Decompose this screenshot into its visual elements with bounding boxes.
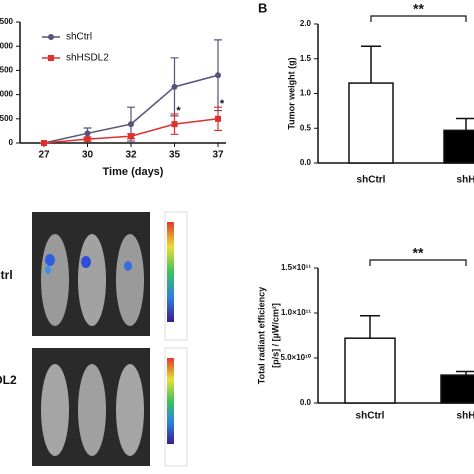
y-axis-label: Total radiant efficiency: [256, 287, 266, 384]
y-tick-label: 1.0: [300, 89, 312, 98]
image-label: Ctrl: [0, 268, 13, 282]
legend-label: shCtrl: [66, 32, 92, 43]
x-tick-label: shH: [457, 411, 474, 422]
y-tick-label: 1500: [0, 66, 14, 75]
point: [41, 140, 47, 146]
y-tick-label: 0.0: [300, 158, 312, 167]
point: [171, 83, 178, 90]
x-tick-label: 30: [82, 150, 94, 161]
y-axis-label: Tumor weight (g): [286, 57, 296, 129]
x-tick-label: 37: [212, 150, 224, 161]
significance-label: **: [413, 1, 424, 17]
y-tick-label: 2500: [0, 17, 14, 26]
significance-bracket: [369, 259, 467, 266]
point: [84, 136, 91, 143]
bar: [344, 337, 396, 404]
image-label: DL2: [0, 373, 17, 387]
y-tick-label: 5.0×10¹⁰: [280, 353, 311, 362]
bar: [443, 129, 474, 164]
significance-label: **: [413, 245, 424, 261]
legend-marker: [48, 55, 54, 61]
point: [171, 121, 178, 128]
x-tick-label: shCtrl: [357, 175, 386, 186]
y-tick-label: 1.5×10¹¹: [281, 263, 311, 272]
point: [128, 133, 134, 140]
point: [215, 115, 221, 122]
point: [215, 72, 221, 79]
legend-marker: [48, 34, 54, 40]
x-tick-label: 27: [38, 150, 50, 161]
bar: [348, 82, 394, 164]
y-tick-label: 0: [9, 138, 14, 147]
error-bar: [361, 45, 381, 84]
x-tick-label: 32: [125, 150, 137, 161]
y-tick-label: 1000: [0, 90, 14, 99]
bar: [440, 374, 474, 404]
y-tick-label: 1.0×10¹¹: [281, 308, 311, 317]
mouse-image: [32, 347, 188, 467]
y-tick-label: 1.5: [300, 54, 312, 63]
error-bar: [360, 314, 380, 339]
annotation: *: [176, 105, 181, 117]
x-axis-label: Time (days): [103, 166, 164, 178]
y-tick-label: 500: [0, 114, 14, 123]
y-tick-label: 0.5: [300, 123, 312, 132]
y-axis-label: [p/s] / [µW/cm²]: [270, 303, 280, 368]
x-tick-label: shH: [457, 175, 474, 186]
legend-label: shHSDL2: [66, 53, 109, 64]
point: [84, 130, 91, 137]
x-tick-label: 35: [169, 150, 181, 161]
y-tick-label: 2.0: [300, 19, 312, 28]
error-bar: [456, 117, 474, 131]
significance-bracket: [370, 15, 467, 22]
annotation: *: [220, 98, 225, 110]
y-tick-label: 2000: [0, 41, 14, 50]
panel-label: B: [258, 0, 267, 15]
x-tick-label: shCtrl: [356, 411, 385, 422]
mouse-image: [32, 211, 188, 341]
y-tick-label: 0.0: [300, 398, 312, 407]
point: [128, 121, 134, 128]
